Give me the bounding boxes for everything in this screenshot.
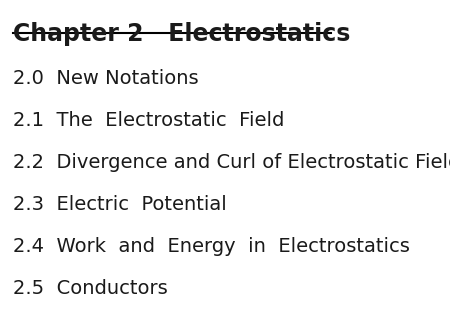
Text: 2.3  Electric  Potential: 2.3 Electric Potential (14, 195, 227, 214)
Text: Chapter 2   Electrostatics: Chapter 2 Electrostatics (14, 22, 351, 46)
Text: 2.5  Conductors: 2.5 Conductors (14, 279, 168, 298)
Text: 2.2  Divergence and Curl of Electrostatic Field: 2.2 Divergence and Curl of Electrostatic… (14, 153, 450, 172)
Text: 2.4  Work  and  Energy  in  Electrostatics: 2.4 Work and Energy in Electrostatics (14, 237, 410, 256)
Text: 2.1  The  Electrostatic  Field: 2.1 The Electrostatic Field (14, 111, 285, 130)
Text: 2.0  New Notations: 2.0 New Notations (14, 69, 199, 88)
